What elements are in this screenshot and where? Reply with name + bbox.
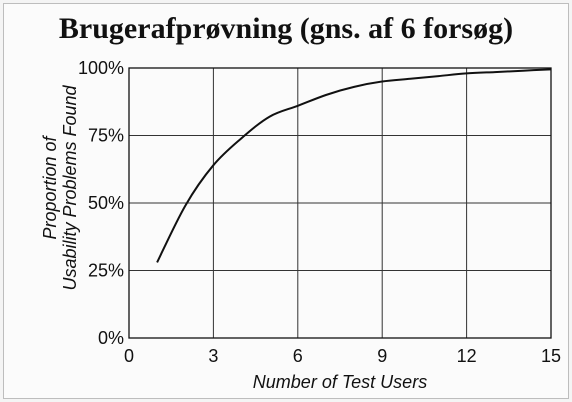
series-line: [156, 68, 552, 263]
x-tick-label: 15: [541, 346, 561, 366]
y-axis-label-line-1: Proportion of: [40, 134, 60, 239]
chart-title: Brugerafprøvning (gns. af 6 forsøg): [59, 12, 513, 45]
x-tick-label: 3: [208, 346, 218, 366]
y-tick-label: 75%: [88, 126, 124, 146]
grid: [129, 68, 551, 338]
x-tick-label: 6: [293, 346, 303, 366]
plot-area: [128, 67, 552, 339]
y-axis-label-line-2: Usability Problems Found: [60, 84, 80, 290]
usability-chart: Brugerafprøvning (gns. af 6 forsøg) 0 3 6 9…: [40, 12, 561, 392]
x-tick-label: 9: [377, 346, 387, 366]
x-tick-labels: 0 3 6 9 12 15: [124, 346, 561, 366]
x-tick-label: 12: [457, 346, 477, 366]
y-tick-labels: 0% 25% 50% 75% 100%: [78, 58, 124, 348]
x-axis-label: Number of Test Users: [253, 372, 427, 392]
y-tick-label: 100%: [78, 58, 124, 78]
y-tick-label: 0%: [98, 328, 124, 348]
x-tick-label: 0: [124, 346, 134, 366]
y-axis-label: Proportion of Usability Problems Found: [40, 84, 80, 290]
chart-frame: Brugerafprøvning (gns. af 6 forsøg) 0 3 6 9…: [3, 3, 569, 399]
y-tick-label: 25%: [88, 261, 124, 281]
y-tick-label: 50%: [88, 193, 124, 213]
